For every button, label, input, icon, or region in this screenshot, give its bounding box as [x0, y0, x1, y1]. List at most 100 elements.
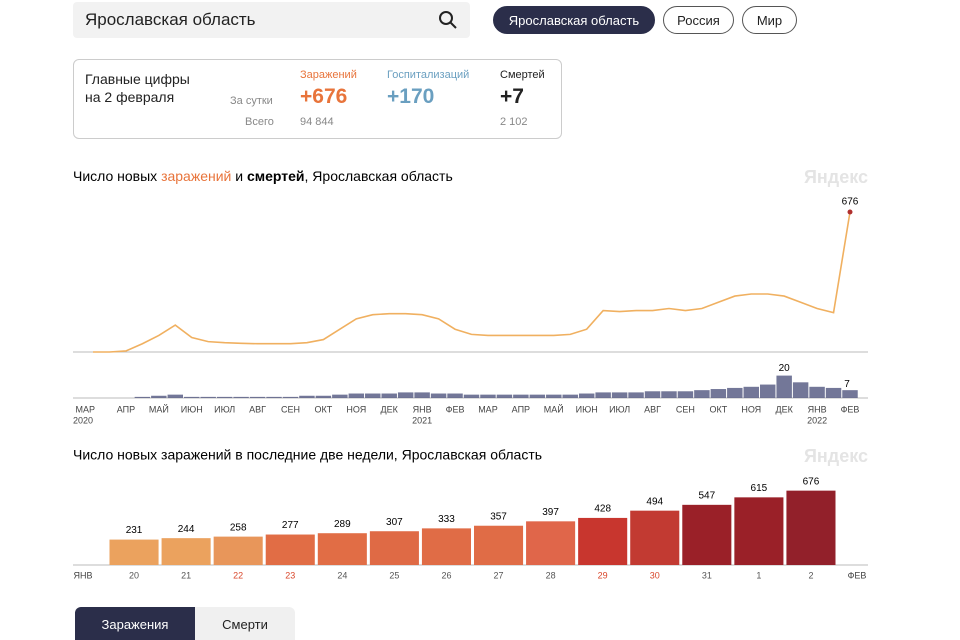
value-label: 244 — [178, 524, 195, 535]
metric-today: +170 — [387, 85, 435, 108]
bar — [474, 525, 524, 565]
x-tick-label: МАЙ — [149, 403, 169, 414]
title-part: , Ярославская область — [305, 168, 453, 184]
x-tick-label: ДЕК — [381, 404, 399, 414]
x-tick-label: НОЯ — [346, 404, 366, 414]
death-bar — [447, 393, 463, 398]
x-tick-label: 22 — [233, 570, 243, 580]
search-icon[interactable] — [438, 10, 458, 30]
death-bar — [842, 390, 858, 398]
x-tick-label: 29 — [598, 570, 608, 580]
value-label: 676 — [803, 476, 820, 487]
bar — [317, 533, 367, 565]
value-label: 258 — [230, 522, 247, 533]
x-tick-label: АПР — [117, 404, 135, 414]
death-bar — [134, 396, 151, 398]
summary-heading: Главные цифры — [85, 71, 190, 87]
death-bar — [513, 394, 529, 398]
bar — [421, 528, 471, 565]
death-bar — [562, 394, 578, 398]
value-label: 397 — [542, 507, 559, 518]
x-tick-label: ИЮЛ — [609, 404, 630, 414]
value-label: 307 — [386, 517, 403, 528]
death-bar — [727, 387, 743, 398]
death-bar — [710, 389, 727, 398]
x-tick-label: МАР — [478, 404, 498, 414]
death-bar — [151, 395, 167, 398]
x-tick-label: 30 — [650, 570, 660, 580]
bar — [526, 521, 576, 565]
death-bar — [595, 392, 611, 398]
x-tick-label: АПР — [512, 404, 530, 414]
death-bar — [315, 395, 332, 398]
x-tick-label: 28 — [546, 570, 556, 580]
death-bar — [792, 382, 809, 398]
bar — [109, 539, 159, 565]
death-bar — [332, 394, 348, 398]
value-label: 547 — [698, 490, 715, 501]
year-label: 2022 — [807, 415, 827, 425]
row-label: За сутки — [230, 95, 273, 107]
x-tick-label: 31 — [702, 570, 712, 580]
region-tab[interactable]: Мир — [742, 6, 797, 34]
bar — [369, 531, 419, 565]
x-tick-label: СЕН — [281, 404, 300, 414]
death-bar — [661, 391, 677, 398]
death-bar — [529, 394, 546, 398]
x-tick-label: ЯНВ — [808, 404, 827, 414]
search-box[interactable]: Ярославская область — [73, 2, 470, 38]
death-bar — [825, 387, 842, 398]
value-label: 676 — [842, 197, 859, 208]
x-tick-label: АВГ — [249, 404, 266, 414]
bar — [734, 497, 784, 565]
x-tick-label: ДЕК — [776, 404, 794, 414]
x-tick-label: ФЕВ — [446, 404, 465, 414]
metric-tab[interactable]: Смерти — [195, 607, 295, 640]
x-tick-label: ИЮН — [576, 404, 598, 414]
x-tick-label: ЯНВ — [413, 404, 432, 414]
value-label: 231 — [126, 525, 143, 536]
metric-label: Госпитализаций — [387, 69, 470, 81]
death-bar — [776, 375, 792, 398]
last-point — [847, 209, 853, 215]
bar — [630, 510, 680, 565]
death-bar — [480, 394, 496, 398]
value-label: 277 — [282, 520, 299, 531]
x-tick-label: МАЙ — [544, 403, 564, 414]
x-tick-label: ОКТ — [709, 404, 727, 414]
x-tick-label: 21 — [181, 570, 191, 580]
death-bar — [365, 393, 381, 398]
x-tick-label: 20 — [129, 570, 139, 580]
search-query: Ярославская область — [85, 10, 256, 29]
death-bar — [167, 394, 184, 398]
death-bar — [694, 390, 710, 398]
death-bar — [233, 396, 249, 398]
death-bar — [809, 386, 825, 398]
region-tab[interactable]: Ярославская область — [493, 6, 655, 34]
death-bar — [184, 396, 200, 398]
death-bar — [381, 393, 397, 398]
title-part: и — [231, 168, 247, 184]
death-bar — [266, 396, 282, 398]
region-tab[interactable]: Россия — [663, 6, 734, 34]
death-bar — [249, 396, 266, 398]
x-tick-label: 26 — [441, 570, 451, 580]
summary-heading: на 2 февраля — [85, 89, 175, 105]
metric-today: +7 — [500, 85, 524, 108]
value-label: 357 — [490, 511, 507, 522]
death-bar — [348, 393, 365, 398]
x-tick-label: ИЮЛ — [214, 404, 235, 414]
x-tick-label: ОКТ — [315, 404, 333, 414]
death-bar — [677, 391, 694, 398]
bar — [682, 504, 732, 565]
metric-total: 94 844 — [300, 116, 334, 128]
death-bar — [611, 392, 628, 398]
death-bar — [299, 395, 315, 398]
x-tick-label: ФЕВ — [848, 570, 867, 580]
bar — [786, 490, 836, 565]
bar — [161, 538, 211, 565]
value-label: 615 — [751, 483, 768, 494]
metric-tab[interactable]: Заражения — [75, 607, 195, 640]
